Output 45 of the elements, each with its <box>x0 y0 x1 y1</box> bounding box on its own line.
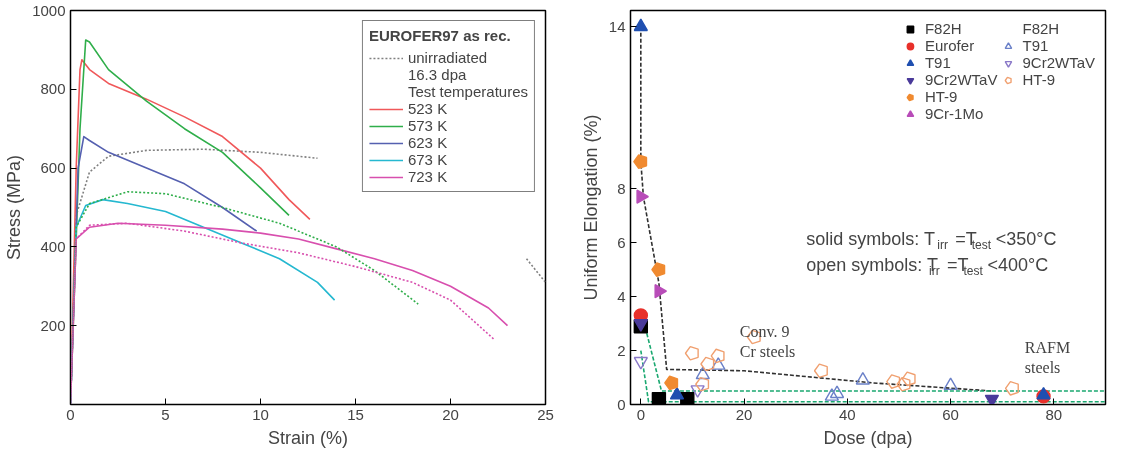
x-tick-label: 0 <box>636 405 645 423</box>
annotation: Test temperatures <box>407 83 528 100</box>
legend-label: 573 K <box>407 117 448 134</box>
legend-label: 673 K <box>407 151 448 168</box>
legend-label: Eurofer <box>924 37 975 54</box>
legend-label: 9Cr2WTaV <box>1022 54 1095 71</box>
legend-label: 9Cr2WTaV <box>924 71 998 88</box>
y-tick-label: 4 <box>617 287 626 305</box>
legend-label: F82H <box>1022 20 1060 37</box>
x-tick-label: 20 <box>442 405 459 423</box>
x-tick-label: 20 <box>735 405 753 423</box>
legend-label: 723 K <box>407 168 448 185</box>
x-tick-label: 80 <box>1045 405 1063 423</box>
y-tick-label: 600 <box>40 159 66 177</box>
y-tick-label: 800 <box>40 80 66 98</box>
legend-label: 9Cr-1Mo <box>924 105 984 122</box>
y-tick-label: 2 <box>617 341 626 359</box>
y-tick-label: 6 <box>617 233 626 251</box>
legend-label: 623 K <box>407 134 448 151</box>
y-tick-label: 8 <box>617 179 626 197</box>
x-tick-label: 10 <box>252 405 269 423</box>
x-axis-title: Strain (%) <box>267 427 349 448</box>
x-tick-label: 60 <box>942 405 959 423</box>
y-tick-label: 1000 <box>32 1 66 19</box>
y-tick-label: 14 <box>608 17 626 35</box>
legend-label: 523 K <box>407 100 448 117</box>
x-axis-title: Dose (dpa) <box>823 427 913 448</box>
legend-label: T91 <box>924 54 951 71</box>
y-tick-label: 200 <box>40 316 66 334</box>
annotation: 16.3 dpa <box>407 66 467 83</box>
legend-label: T91 <box>1022 37 1049 54</box>
y-axis-title: Stress (MPa) <box>4 154 25 261</box>
legend-label: HT-9 <box>924 88 958 105</box>
x-tick-label: 25 <box>537 405 554 423</box>
legend-title: EUROFER97 as rec. <box>368 27 512 44</box>
annotation: RAFM steels <box>1024 338 1071 376</box>
y-tick-label: 400 <box>40 237 66 255</box>
legend-label: unirradiated <box>407 49 488 66</box>
legend-label: HT-9 <box>1022 71 1055 88</box>
x-tick-label: 15 <box>347 405 364 423</box>
y-axis-title: Uniform Elongation (%) <box>580 114 601 301</box>
x-tick-label: 5 <box>161 405 170 423</box>
annotation: Conv. 9 Cr steels <box>739 322 796 361</box>
x-tick-label: 40 <box>839 405 856 423</box>
legend-label: F82H <box>924 20 962 37</box>
